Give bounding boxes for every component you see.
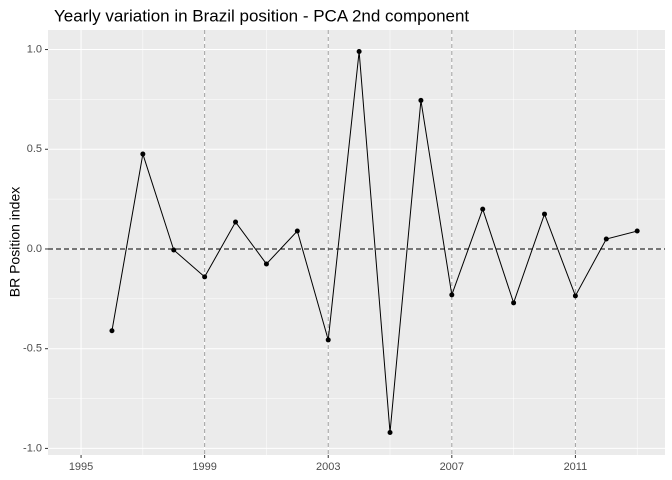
plot-panel (48, 30, 665, 455)
data-point (634, 228, 640, 234)
data-point (418, 97, 424, 103)
y-tick-label: 0.0 (27, 243, 42, 255)
x-tick-label: 2003 (316, 461, 340, 473)
data-point (171, 247, 177, 253)
y-tick-label: -1.0 (23, 442, 42, 454)
data-point (202, 274, 208, 280)
data-point (109, 328, 115, 334)
x-tick-label: 1995 (69, 461, 93, 473)
chart-title: Yearly variation in Brazil position - PC… (54, 6, 469, 25)
data-point (449, 292, 455, 298)
data-point (233, 219, 239, 225)
data-point (140, 151, 146, 157)
y-tick-label: -0.5 (23, 343, 42, 355)
data-line (111, 51, 638, 433)
y-axis-label: BR Position index (7, 187, 23, 298)
x-tick-label: 1999 (192, 461, 216, 473)
y-tick-label: 1.0 (27, 43, 42, 55)
data-point (572, 293, 578, 299)
data-point (325, 337, 331, 343)
data-point (511, 300, 517, 306)
x-tick-label: 2011 (564, 461, 588, 473)
data-point (387, 429, 393, 435)
data-point (542, 211, 548, 217)
y-tick-label: 0.5 (27, 143, 42, 155)
data-point (356, 49, 362, 55)
data-point (294, 228, 300, 234)
data-point (263, 261, 269, 267)
x-tick-label: 2007 (440, 461, 464, 473)
data-point (603, 236, 609, 242)
data-point (480, 206, 486, 212)
